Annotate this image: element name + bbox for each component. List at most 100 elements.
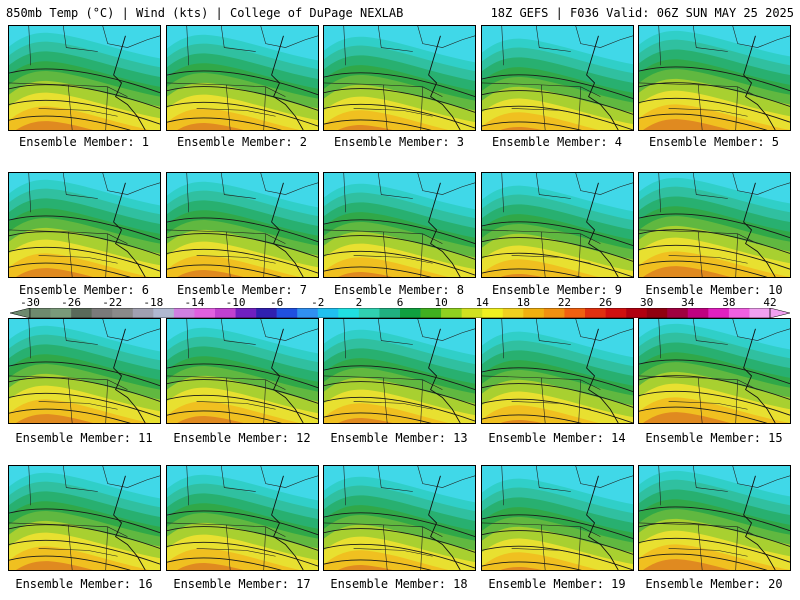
member-label-11: Ensemble Member: 11: [15, 431, 153, 445]
member-label-15: Ensemble Member: 15: [645, 431, 783, 445]
colorbar-swatch: [276, 308, 298, 318]
colorbar-swatch: [30, 308, 51, 318]
map-panel-member-13: [323, 318, 476, 424]
map-panel-member-11: [8, 318, 161, 424]
colorbar-swatch: [297, 308, 319, 318]
colorbar-swatch: [523, 308, 545, 318]
map-panel-member-8: [323, 172, 476, 278]
colorbar-swatch: [194, 308, 216, 318]
member-label-14: Ensemble Member: 14: [488, 431, 626, 445]
colorbar-swatch: [646, 308, 668, 318]
temperature-map: [482, 319, 633, 423]
colorbar-swatch: [379, 308, 401, 318]
temperature-map: [482, 26, 633, 130]
colorbar-swatch: [441, 308, 462, 318]
map-panel-member-18: [323, 465, 476, 571]
colorbar-tick-label: -10: [225, 296, 246, 309]
map-panel-member-10: [638, 172, 791, 278]
colorbar-tick-label: -22: [102, 296, 123, 309]
map-panel-member-5: [638, 25, 791, 131]
colorbar-tick-label: 2: [355, 296, 363, 309]
colorbar-swatch: [420, 308, 442, 318]
colorbar-swatch: [400, 308, 421, 318]
temperature-map: [324, 319, 475, 423]
member-label-19: Ensemble Member: 19: [488, 577, 626, 591]
colorbar-swatch: [71, 308, 92, 318]
colorbar-tick-label: -6: [270, 296, 284, 309]
colorbar-swatch: [215, 308, 236, 318]
map-panel-member-1: [8, 25, 161, 131]
colorbar-tick-label: 26: [598, 296, 613, 309]
map-panel-member-6: [8, 172, 161, 278]
member-label-16: Ensemble Member: 16: [15, 577, 153, 591]
colorbar-graphic: [10, 308, 790, 318]
member-label-13: Ensemble Member: 13: [330, 431, 468, 445]
member-label-6: Ensemble Member: 6: [18, 283, 150, 297]
colorbar-tick-label: 14: [475, 296, 489, 309]
temperature-map: [167, 26, 318, 130]
colorbar-swatch: [50, 308, 72, 318]
colorbar-tick-label: 38: [722, 296, 736, 309]
temperature-map: [9, 319, 160, 423]
temperature-map: [639, 319, 790, 423]
temperature-map: [324, 466, 475, 570]
colorbar-swatch: [358, 308, 380, 318]
colorbar-tick-label: 34: [681, 296, 695, 309]
map-panel-member-19: [481, 465, 634, 571]
map-panel-member-15: [638, 318, 791, 424]
member-label-2: Ensemble Member: 2: [176, 135, 308, 149]
colorbar-swatch: [667, 308, 689, 318]
colorbar-swatch: [482, 308, 504, 318]
temperature-map: [167, 466, 318, 570]
colorbar-swatch: [687, 308, 709, 318]
map-panel-member-14: [481, 318, 634, 424]
header-valid-time: 18Z GEFS | F036 Valid: 06Z SUN MAY 25 20…: [490, 6, 794, 20]
map-panel-member-17: [166, 465, 319, 571]
temperature-map: [324, 26, 475, 130]
colorbar-swatch: [708, 308, 730, 318]
member-label-20: Ensemble Member: 20: [645, 577, 783, 591]
colorbar: [10, 308, 790, 318]
colorbar-swatch: [605, 308, 627, 318]
member-label-1: Ensemble Member: 1: [18, 135, 150, 149]
member-label-10: Ensemble Member: 10: [645, 283, 783, 297]
colorbar-tick-label: -30: [20, 296, 40, 309]
colorbar-swatch: [626, 308, 647, 318]
temperature-map: [482, 466, 633, 570]
colorbar-swatch: [256, 308, 277, 318]
colorbar-swatch: [338, 308, 360, 318]
temperature-map: [324, 173, 475, 277]
colorbar-tick-label: -14: [184, 296, 205, 309]
map-panel-member-4: [481, 25, 634, 131]
colorbar-tick-label: -18: [143, 296, 164, 309]
member-label-8: Ensemble Member: 8: [333, 283, 465, 297]
colorbar-swatch: [749, 308, 771, 318]
member-label-7: Ensemble Member: 7: [176, 283, 308, 297]
colorbar-tick-label: -2: [311, 296, 325, 309]
header-title: 850mb Temp (°C) | Wind (kts) | College o…: [6, 6, 404, 20]
colorbar-tick-label: -26: [61, 296, 82, 309]
temperature-map: [639, 466, 790, 570]
temperature-map: [9, 173, 160, 277]
member-label-18: Ensemble Member: 18: [330, 577, 468, 591]
map-panel-member-12: [166, 318, 319, 424]
temperature-map: [9, 26, 160, 130]
colorbar-swatch: [112, 308, 134, 318]
member-label-12: Ensemble Member: 12: [173, 431, 311, 445]
colorbar-swatch: [461, 308, 483, 318]
temperature-map: [167, 319, 318, 423]
colorbar-tick-label: 30: [640, 296, 654, 309]
colorbar-swatch: [585, 308, 606, 318]
member-label-4: Ensemble Member: 4: [491, 135, 623, 149]
colorbar-swatch: [543, 308, 565, 318]
temperature-map: [9, 466, 160, 570]
map-panel-member-7: [166, 172, 319, 278]
colorbar-swatch: [728, 308, 750, 318]
colorbar-swatch: [502, 308, 524, 318]
map-panel-member-20: [638, 465, 791, 571]
colorbar-tick-label: 42: [763, 296, 777, 309]
member-label-9: Ensemble Member: 9: [491, 283, 623, 297]
colorbar-swatch: [564, 308, 586, 318]
colorbar-tick-label: 22: [557, 296, 572, 309]
temperature-map: [482, 173, 633, 277]
